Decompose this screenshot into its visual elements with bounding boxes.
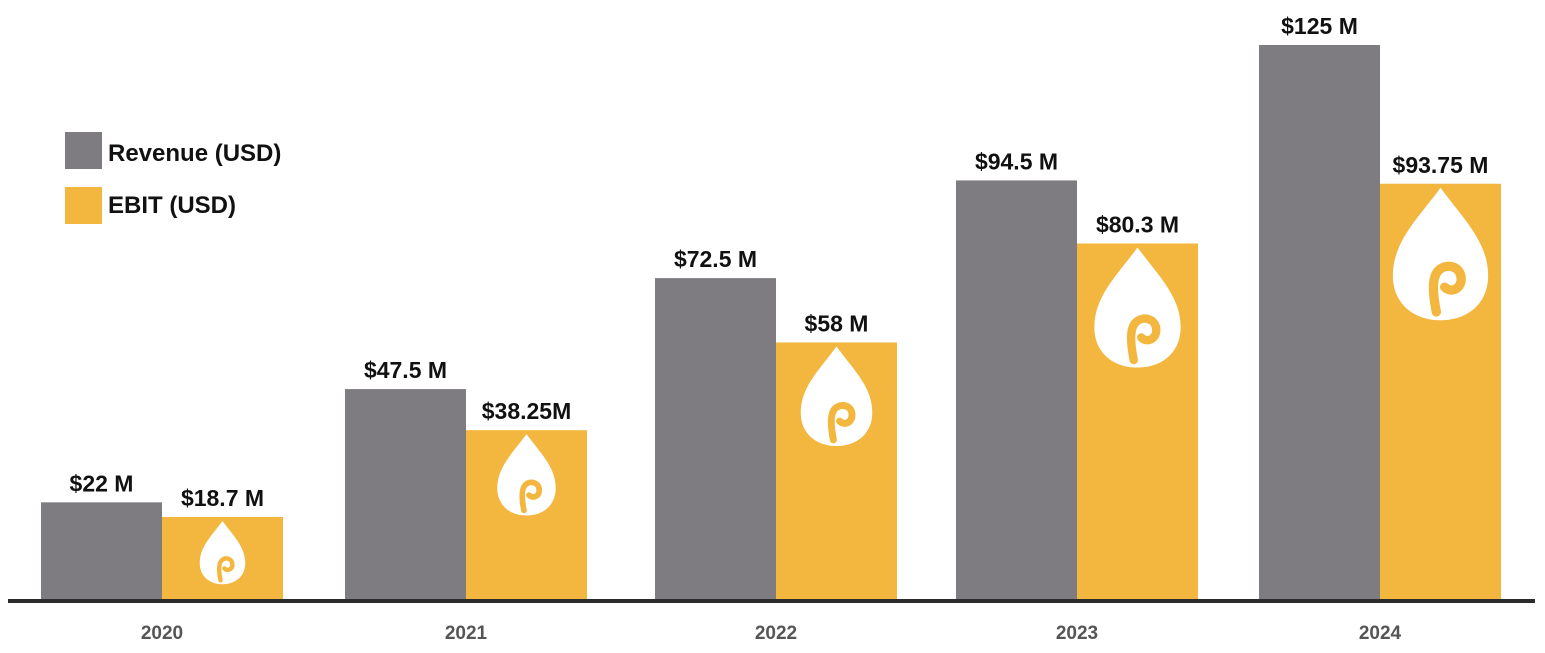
data-label-revenue-2023: $94.5 M [975, 148, 1058, 174]
x-tick-label-2021: 2021 [445, 623, 488, 644]
x-tick-label-2022: 2022 [755, 623, 797, 644]
x-tick-label-2024: 2024 [1359, 623, 1402, 644]
bar-revenue-2022 [655, 278, 776, 600]
data-label-revenue-2024: $125 M [1281, 13, 1358, 39]
data-label-ebit-2021: $38.25M [482, 398, 572, 424]
bar-revenue-2024 [1259, 45, 1380, 600]
bar-revenue-2023 [956, 180, 1077, 601]
x-tick-label-2023: 2023 [1056, 623, 1098, 644]
legend-label-ebit: EBIT (USD) [108, 192, 236, 219]
oil-drop-icon [800, 346, 873, 447]
bar-revenue-2021 [345, 389, 466, 600]
legend-swatch-revenue [65, 132, 102, 169]
data-label-ebit-2022: $58 M [805, 310, 869, 336]
oil-drop-icon [497, 434, 556, 516]
oil-drop-icon [1094, 247, 1181, 368]
data-label-revenue-2020: $22 M [70, 470, 134, 496]
data-label-ebit-2024: $93.75 M [1393, 152, 1489, 178]
bar-revenue-2020 [41, 502, 162, 600]
data-label-revenue-2022: $72.5 M [674, 246, 757, 272]
legend-swatch-ebit [65, 187, 102, 224]
legend-label-revenue: Revenue (USD) [108, 140, 281, 167]
oil-drop-icon [199, 520, 246, 585]
data-label-ebit-2020: $18.7 M [181, 485, 264, 511]
legend: Revenue (USD) EBIT (USD) [65, 132, 281, 224]
x-axis-ticks: 2020 2021 2022 2023 2024 [141, 623, 1402, 644]
chart-marks: $22 M $18.7 M $47.5 M $38.25M $72.5 M $58 M $9… [41, 13, 1501, 601]
data-label-revenue-2021: $47.5 M [364, 357, 447, 383]
oil-drop-icon [1392, 187, 1489, 321]
x-tick-label-2020: 2020 [141, 623, 183, 644]
data-label-ebit-2023: $80.3 M [1096, 211, 1179, 237]
